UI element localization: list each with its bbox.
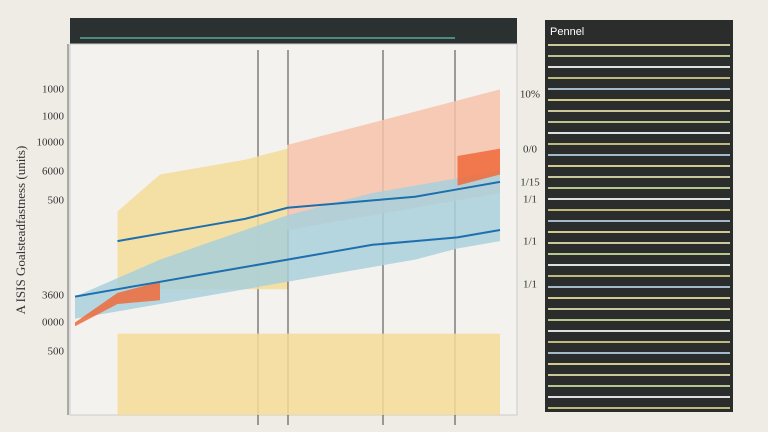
- right-label: 1/1: [523, 194, 537, 206]
- panel-stripe: [548, 374, 730, 376]
- y-label: 0000: [42, 317, 65, 329]
- area: [75, 170, 500, 319]
- y-label: 500: [48, 346, 65, 358]
- panel-stripe: [548, 165, 730, 167]
- area: [117, 333, 500, 415]
- panel-stripe: [548, 242, 730, 244]
- panel-stripe: [548, 121, 730, 123]
- panel-stripe: [548, 319, 730, 321]
- panel-stripe: [548, 176, 730, 178]
- side-panel: [545, 20, 733, 412]
- panel-stripe: [548, 297, 730, 299]
- y-label: 6000: [42, 166, 65, 178]
- line: [117, 180, 501, 243]
- right-label: 10%: [520, 89, 540, 101]
- right-label: 0/0: [523, 144, 538, 156]
- panel-stripe: [548, 132, 730, 134]
- panel-stripe: [548, 77, 730, 79]
- panel-stripe: [548, 55, 730, 57]
- panel-stripe: [548, 275, 730, 277]
- panel-stripe: [548, 286, 730, 288]
- panel-stripe: [548, 154, 730, 156]
- panel-stripe: [548, 396, 730, 398]
- panel-stripe: [548, 385, 730, 387]
- panel-stripe: [548, 253, 730, 255]
- right-label: 1/1: [523, 236, 537, 248]
- panel-stripe: [548, 66, 730, 68]
- panel-stripe: [548, 341, 730, 343]
- panel-stripe: [548, 407, 730, 409]
- y-label: 3600: [42, 290, 65, 302]
- panel-stripe: [548, 264, 730, 266]
- panel-stripe: [548, 209, 730, 211]
- panel-stripe: [548, 198, 730, 200]
- right-label: 1/1: [523, 279, 537, 291]
- panel-stripe: [548, 110, 730, 112]
- panel-stripe: [548, 99, 730, 101]
- panel-title: Pennel: [550, 26, 584, 38]
- panel-stripe: [548, 363, 730, 365]
- y-label: 500: [48, 195, 65, 207]
- panel-stripe: [548, 308, 730, 310]
- y-axis-label: A ISIS Goalsteadfastness (units): [13, 146, 28, 315]
- line: [74, 229, 501, 298]
- y-label: 1000: [42, 111, 65, 123]
- area: [457, 148, 500, 186]
- panel-stripe: [548, 352, 730, 354]
- panel-stripe: [548, 143, 730, 145]
- top-bar: [70, 18, 517, 44]
- panel-stripe: [548, 220, 730, 222]
- y-label: 10000: [37, 137, 65, 149]
- right-label: 1/15: [520, 177, 540, 189]
- area: [75, 281, 160, 327]
- panel-stripe: [548, 88, 730, 90]
- panel-stripe: [548, 44, 730, 46]
- panel-stripe: [548, 330, 730, 332]
- panel-stripe: [548, 187, 730, 189]
- panel-stripe: [548, 231, 730, 233]
- y-label: 1000: [42, 84, 65, 96]
